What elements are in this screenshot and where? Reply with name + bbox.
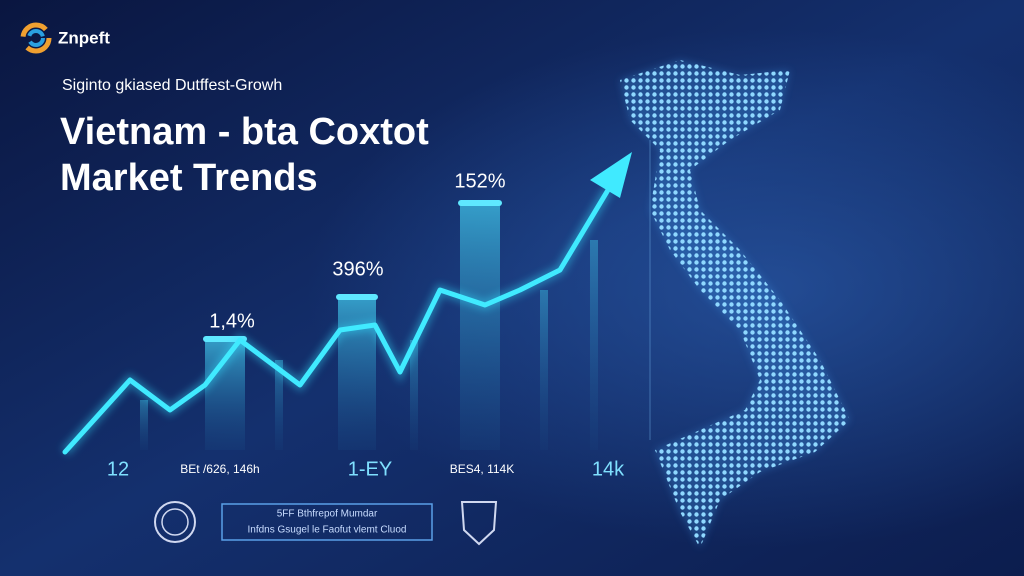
title: Vietnam - bta Coxtot	[60, 111, 429, 153]
shield	[460, 501, 498, 546]
axis-label: BEt /626, 146h	[180, 462, 259, 476]
bar-cap	[336, 294, 378, 300]
bar	[460, 204, 500, 450]
bar-cap	[458, 200, 502, 206]
axis-label: 12	[107, 458, 129, 480]
bar-label: 396%	[332, 258, 383, 280]
bar-thin	[275, 360, 283, 450]
footer-box	[221, 503, 433, 541]
bar-thin	[140, 400, 148, 450]
footer-text: 5FF Bthfrepof Mumdar	[277, 509, 378, 520]
bar-thin	[540, 290, 548, 450]
bar-thin	[410, 340, 418, 450]
axis-label: BES4, 114K	[450, 462, 515, 476]
map	[620, 60, 850, 548]
brand: Znpeft	[58, 28, 110, 47]
bar-label: 152%	[454, 170, 505, 192]
footer-text: Infdns Gsugel le Faofut vlemt Cluod	[248, 525, 407, 536]
seal-inner	[161, 508, 189, 536]
seal	[154, 501, 196, 543]
subtitle: Siginto gkiased Dutffest-Growh	[62, 77, 282, 94]
logo	[20, 22, 52, 54]
bar-thin	[590, 240, 598, 450]
columns	[140, 200, 598, 450]
bar-label: 1,4%	[209, 310, 255, 332]
arrow-head	[590, 152, 632, 198]
logo-inner	[27, 29, 45, 47]
axis-label: 14k	[592, 458, 625, 480]
axis-label: 1-EY	[348, 458, 392, 480]
title: Market Trends	[60, 157, 318, 199]
trend-line	[62, 187, 611, 455]
